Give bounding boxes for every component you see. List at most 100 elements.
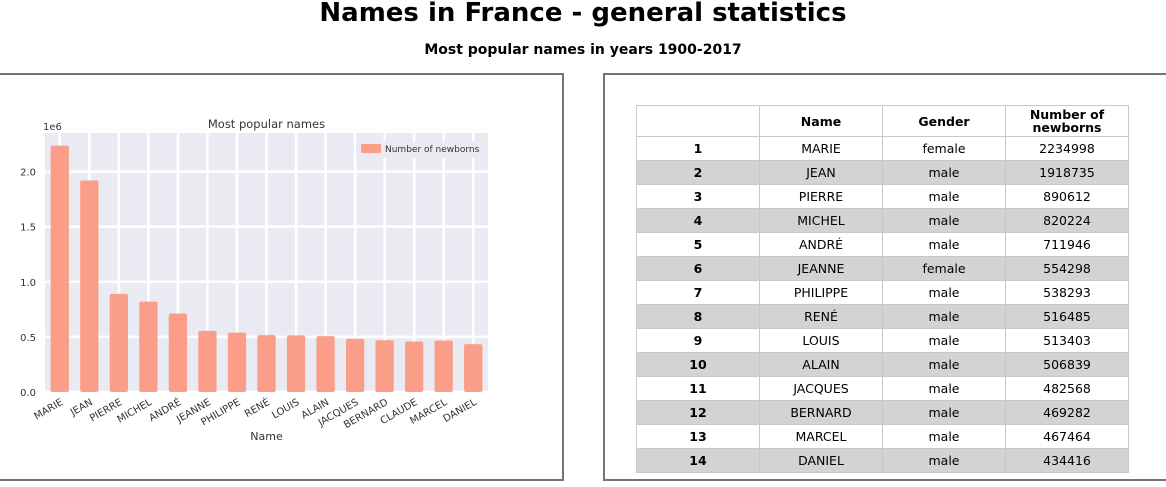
legend-label: Number of newborns: [385, 145, 480, 155]
cell-name: MICHEL: [759, 208, 883, 233]
cell-rank: 9: [636, 328, 760, 353]
page-subtitle: Most popular names in years 1900-2017: [424, 42, 742, 58]
table-row: 14 DANIEL male 434416: [636, 448, 1129, 473]
bar: [434, 340, 453, 392]
page-title: Names in France - general statistics: [319, 0, 847, 28]
bar: [316, 336, 335, 392]
bar: [464, 344, 483, 392]
legend-box: [356, 141, 482, 158]
cell-newborns: 820224: [1005, 208, 1129, 233]
table-row: 10 ALAIN male 506839: [636, 352, 1129, 377]
cell-gender: male: [882, 208, 1006, 233]
cell-name: JACQUES: [759, 376, 883, 401]
cell-newborns: 516485: [1005, 304, 1129, 329]
table-row: 9 LOUIS male 513403: [636, 328, 1129, 353]
bar: [286, 335, 306, 392]
table-row: 4 MICHEL male 820224: [636, 208, 1129, 233]
cell-name: MARIE: [759, 136, 883, 161]
cell-newborns: 890612: [1005, 184, 1129, 209]
table-row: 5 ANDRÉ male 711946: [636, 232, 1129, 257]
x-tick-label: DANIEL: [441, 397, 479, 425]
cell-newborns: 506839: [1005, 352, 1129, 377]
cell-name: DANIEL: [759, 448, 883, 473]
bar: [375, 340, 394, 392]
table-panel: Name Gender Number of newborns 1 MARIE fem…: [603, 73, 1166, 481]
y-tick-label: 0.5: [20, 333, 36, 344]
cell-gender: male: [882, 232, 1006, 257]
cell-rank: 12: [636, 400, 760, 425]
table-row: 12 BERNARD male 469282: [636, 400, 1129, 425]
x-tick-label: RENÉ: [242, 395, 272, 420]
cell-rank: 8: [636, 304, 760, 329]
header-rank: [636, 105, 760, 137]
x-axis-label: Name: [250, 430, 283, 443]
cell-newborns: 482568: [1005, 376, 1129, 401]
cell-gender: female: [882, 136, 1006, 161]
header-newborns: Number of newborns: [1005, 105, 1129, 137]
cell-gender: male: [882, 424, 1006, 449]
bar: [227, 332, 247, 392]
cell-newborns: 434416: [1005, 448, 1129, 473]
cell-gender: male: [882, 328, 1006, 353]
cell-gender: male: [882, 376, 1006, 401]
bar: [405, 341, 424, 392]
table-body: 1 MARIE female 2234998 2 JEAN male 1918735 3 PIER…: [636, 136, 1129, 473]
bar: [257, 335, 276, 392]
cell-rank: 3: [636, 184, 760, 209]
cell-rank: 2: [636, 160, 760, 185]
cell-newborns: 467464: [1005, 424, 1129, 449]
cell-gender: male: [882, 184, 1006, 209]
x-tick-label: LOUIS: [270, 397, 301, 421]
bar: [109, 293, 128, 392]
cell-name: PIERRE: [759, 184, 883, 209]
table-row: 2 JEAN male 1918735: [636, 160, 1129, 185]
cell-rank: 5: [636, 232, 760, 257]
legend-swatch: [361, 144, 381, 153]
cell-newborns: 538293: [1005, 280, 1129, 305]
cell-name: MARCEL: [759, 424, 883, 449]
header-name: Name: [759, 105, 883, 137]
table-row: 11 JACQUES male 482568: [636, 376, 1129, 401]
cell-name: JEAN: [759, 160, 883, 185]
y-tick-label: 2.0: [20, 168, 36, 179]
cell-name: JEANNE: [759, 256, 883, 281]
bar: [50, 145, 69, 392]
chart-panel: 0.0 0.5 1.0 1.5 2.0 MARIE JEAN PIERRE MICHEL ANDR…: [0, 73, 564, 481]
table-row: 7 PHILIPPE male 538293: [636, 280, 1129, 305]
cell-gender: male: [882, 160, 1006, 185]
cell-newborns: 1918735: [1005, 160, 1129, 185]
bar: [345, 338, 365, 392]
cell-newborns: 2234998: [1005, 136, 1129, 161]
cell-gender: male: [882, 400, 1006, 425]
cell-newborns: 711946: [1005, 232, 1129, 257]
table-row: 8 RENÉ male 516485: [636, 304, 1129, 329]
table-header-row: Name Gender Number of newborns: [636, 105, 1129, 137]
bar: [139, 301, 158, 392]
bar: [80, 180, 99, 392]
table-row: 6 JEANNE female 554298: [636, 256, 1129, 281]
y-scale-label: 1e6: [43, 122, 62, 133]
cell-rank: 11: [636, 376, 760, 401]
cell-rank: 7: [636, 280, 760, 305]
cell-name: BERNARD: [759, 400, 883, 425]
names-table: Name Gender Number of newborns 1 MARIE fem…: [636, 105, 1129, 473]
cell-newborns: 554298: [1005, 256, 1129, 281]
y-tick-label: 1.0: [20, 278, 36, 289]
x-tick-label: MICHEL: [115, 397, 154, 426]
table-row: 1 MARIE female 2234998: [636, 136, 1129, 161]
cell-rank: 13: [636, 424, 760, 449]
header-gender: Gender: [882, 105, 1006, 137]
chart-title: Most popular names: [208, 117, 325, 131]
cell-rank: 1: [636, 136, 760, 161]
cell-gender: male: [882, 280, 1006, 305]
cell-name: RENÉ: [759, 304, 883, 329]
cell-rank: 4: [636, 208, 760, 233]
y-tick-label: 1.5: [20, 223, 36, 234]
cell-gender: male: [882, 304, 1006, 329]
cell-name: LOUIS: [759, 328, 883, 353]
cell-gender: male: [882, 352, 1006, 377]
cell-name: ANDRÉ: [759, 232, 883, 257]
table-row: 3 PIERRE male 890612: [636, 184, 1129, 209]
x-tick-label: MARIE: [32, 397, 65, 422]
